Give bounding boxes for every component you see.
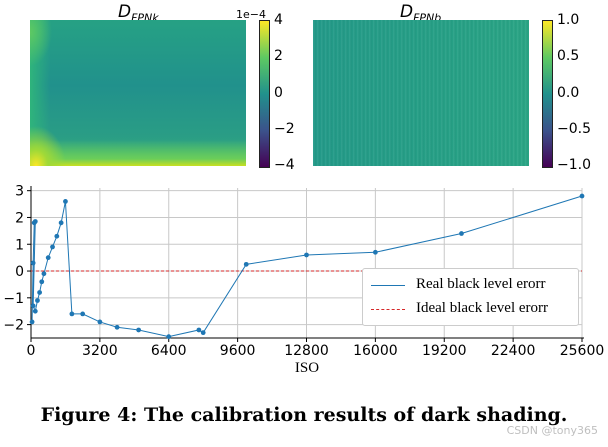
colorbar-tick: −2 <box>274 121 295 137</box>
y-tick-label: 2 <box>15 210 24 226</box>
real-series-point <box>69 311 75 317</box>
real-series-point <box>41 271 47 277</box>
real-series-point <box>372 249 378 255</box>
watermark: CSDN @tony365 <box>506 424 598 437</box>
real-series-point <box>29 319 35 325</box>
real-series-point <box>30 260 36 266</box>
colorbar-fpnk-offset: 1e−4 <box>236 8 266 21</box>
real-series-point <box>200 330 206 336</box>
heatmap-fpnb-title-main: D <box>400 2 414 22</box>
y-tick-label: −2 <box>3 318 24 334</box>
colorbar-fpnk-ticks: 4 2 0 −2 −4 <box>270 12 310 173</box>
real-series-point <box>579 193 585 199</box>
real-series-point <box>304 252 309 258</box>
real-series-point <box>97 319 103 325</box>
colorbar-tick: 1.0 <box>557 12 580 28</box>
real-series-point <box>166 334 172 340</box>
colorbar-tick: 4 <box>274 12 283 28</box>
real-series-line <box>31 195 583 338</box>
real-series-point <box>63 198 68 204</box>
real-series-point <box>80 311 86 317</box>
real-series-point <box>58 220 64 226</box>
legend-swatch-ideal <box>371 309 405 310</box>
y-tick-label: −1 <box>3 291 24 307</box>
legend-label-ideal: Ideal black level erorr <box>416 300 549 316</box>
colorbar-fpnk <box>259 20 270 168</box>
heatmap-fpnk-title-main: D <box>118 2 132 22</box>
x-tick-label: 12800 <box>284 343 329 359</box>
legend-swatch-real <box>371 285 405 286</box>
real-series-point <box>39 279 45 285</box>
real-series-point <box>30 303 36 309</box>
colorbar-tick: −1.0 <box>557 157 591 173</box>
real-series-point <box>54 233 60 239</box>
x-tick-label: 6400 <box>151 343 187 359</box>
real-series-point <box>32 308 38 314</box>
x-tick-label: 16000 <box>353 343 398 359</box>
colorbar-tick: −4 <box>274 157 295 173</box>
colorbar-tick: 0.5 <box>557 48 580 64</box>
axes: 0 3200 6400 9600 12800 16000 19200 22400 25600 −2… <box>3 184 604 359</box>
x-tick-label: 22400 <box>491 343 536 359</box>
series <box>29 193 585 340</box>
real-series-point <box>114 324 120 330</box>
real-series-point <box>243 261 249 267</box>
colorbar-tick: 0.0 <box>557 85 580 101</box>
x-tick-label: 19200 <box>422 343 467 359</box>
figure-caption: Figure 4: The calibration results of dar… <box>40 404 568 426</box>
x-tick-label: 0 <box>27 343 36 359</box>
real-series-point <box>136 327 142 333</box>
real-series-point <box>45 255 51 261</box>
x-tick-label: 25600 <box>560 343 605 359</box>
real-series-point <box>459 231 464 236</box>
colorbar-tick: 0 <box>274 85 283 101</box>
legend-entry-real: Real black level erorr <box>371 276 576 294</box>
real-series-point <box>196 327 202 333</box>
line-chart: 0 3200 6400 9600 12800 16000 19200 22400 25600 −2… <box>3 184 604 376</box>
heatmap-fpnk <box>30 20 246 166</box>
y-tick-label: 3 <box>15 184 24 200</box>
colorbar-fpnb <box>542 20 553 168</box>
colorbar-tick: 2 <box>274 48 283 64</box>
real-series-point <box>50 244 55 250</box>
legend: Real black level erorr Ideal black level… <box>362 268 579 326</box>
colorbar-fpnb-ticks: 1.0 0.5 0.0 −0.5 −1.0 <box>553 12 608 173</box>
colorbar-tick: −0.5 <box>557 121 591 137</box>
heatmap-fpnb <box>313 20 529 166</box>
real-series-point <box>35 298 40 303</box>
x-axis-label: ISO <box>295 360 319 376</box>
real-series-point <box>32 219 38 224</box>
x-tick-label: 9600 <box>220 343 256 359</box>
real-series-point <box>37 290 43 295</box>
y-tick-label: 0 <box>15 264 24 280</box>
x-tick-label: 3200 <box>82 343 118 359</box>
legend-label-real: Real black level erorr <box>416 276 546 292</box>
y-tick-label: 1 <box>15 237 24 253</box>
legend-entry-ideal: Ideal black level erorr <box>371 300 576 318</box>
